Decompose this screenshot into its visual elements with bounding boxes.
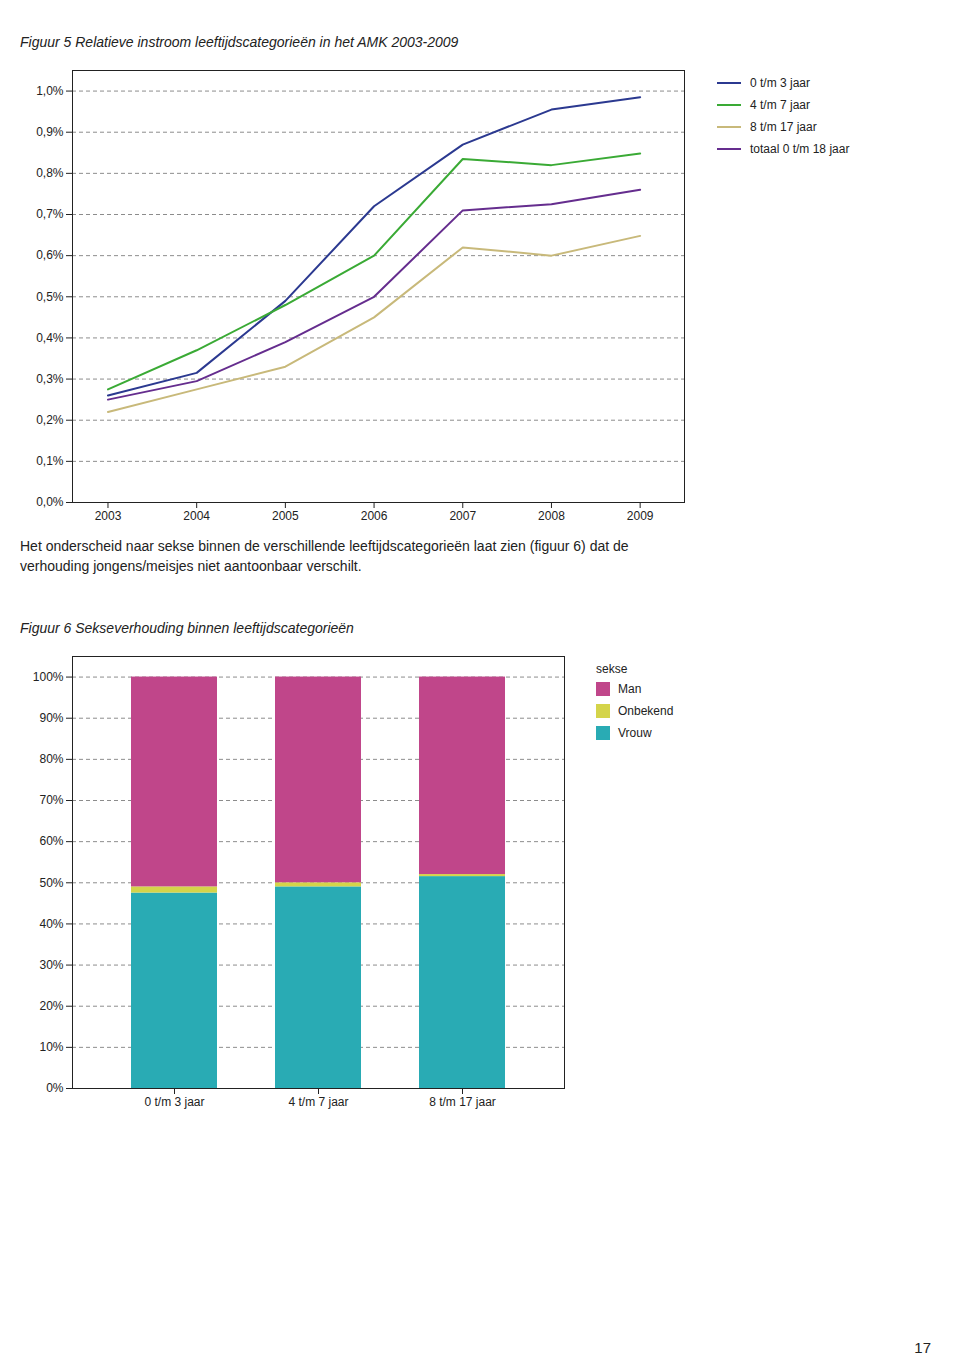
- svg-text:0,8%: 0,8%: [36, 166, 64, 180]
- svg-text:0,7%: 0,7%: [36, 207, 64, 221]
- svg-text:100%: 100%: [33, 670, 64, 684]
- svg-text:2009: 2009: [627, 509, 654, 523]
- html-text:totaal 0 t/m 18 jaar: totaal 0 t/m 18 jaar: [750, 142, 850, 156]
- svg-text:2003: 2003: [95, 509, 122, 523]
- svg-text:10%: 10%: [39, 1040, 63, 1054]
- svg-text:80%: 80%: [39, 752, 63, 766]
- svg-text:0,3%: 0,3%: [36, 372, 64, 386]
- svg-text:2008: 2008: [538, 509, 565, 523]
- html-text:0 t/m 3 jaar: 0 t/m 3 jaar: [750, 76, 810, 90]
- html-text:sekse: sekse: [596, 662, 628, 676]
- svg-text:90%: 90%: [39, 711, 63, 725]
- svg-text:50%: 50%: [39, 876, 63, 890]
- svg-text:0,9%: 0,9%: [36, 125, 64, 139]
- html-text:Vrouw: Vrouw: [618, 726, 652, 740]
- html-text:8 t/m 17 jaar: 8 t/m 17 jaar: [750, 120, 817, 134]
- html-text:verhouding jongens/meisjes nie: verhouding jongens/meisjes niet aantoonb…: [20, 558, 362, 574]
- svg-text:30%: 30%: [39, 958, 63, 972]
- svg-text:0 t/m 3 jaar: 0 t/m 3 jaar: [144, 1095, 204, 1109]
- svg-text:0,1%: 0,1%: [36, 454, 64, 468]
- html-text:4 t/m 7 jaar: 4 t/m 7 jaar: [750, 98, 810, 112]
- svg-text:20%: 20%: [39, 999, 63, 1013]
- svg-text:1,0%: 1,0%: [36, 84, 64, 98]
- svg-text:0,2%: 0,2%: [36, 413, 64, 427]
- svg-text:2007: 2007: [449, 509, 476, 523]
- svg-text:2006: 2006: [361, 509, 388, 523]
- svg-text:70%: 70%: [39, 793, 63, 807]
- svg-text:4 t/m 7 jaar: 4 t/m 7 jaar: [288, 1095, 348, 1109]
- svg-text:0,6%: 0,6%: [36, 248, 64, 262]
- svg-text:0,4%: 0,4%: [36, 331, 64, 345]
- svg-text:0%: 0%: [46, 1081, 64, 1095]
- html-text:Figuur 6 Sekseverhouding binne: Figuur 6 Sekseverhouding binnen leeftijd…: [20, 620, 354, 636]
- html-text:Man: Man: [618, 682, 642, 696]
- html-text:Onbekend: Onbekend: [618, 704, 674, 718]
- html-text:Het onderscheid naar sekse bin: Het onderscheid naar sekse binnen de ver…: [20, 538, 629, 554]
- svg-text:60%: 60%: [39, 834, 63, 848]
- svg-text:0,5%: 0,5%: [36, 290, 64, 304]
- svg-text:40%: 40%: [39, 917, 63, 931]
- svg-text:8 t/m 17 jaar: 8 t/m 17 jaar: [429, 1095, 496, 1109]
- html-text:17: 17: [914, 1339, 931, 1356]
- svg-text:2005: 2005: [272, 509, 299, 523]
- svg-text:2004: 2004: [183, 509, 210, 523]
- svg-text:0,0%: 0,0%: [36, 495, 64, 509]
- html-text:Figuur 5 Relatieve instroom le: Figuur 5 Relatieve instroom leeftijdscat…: [20, 34, 459, 50]
